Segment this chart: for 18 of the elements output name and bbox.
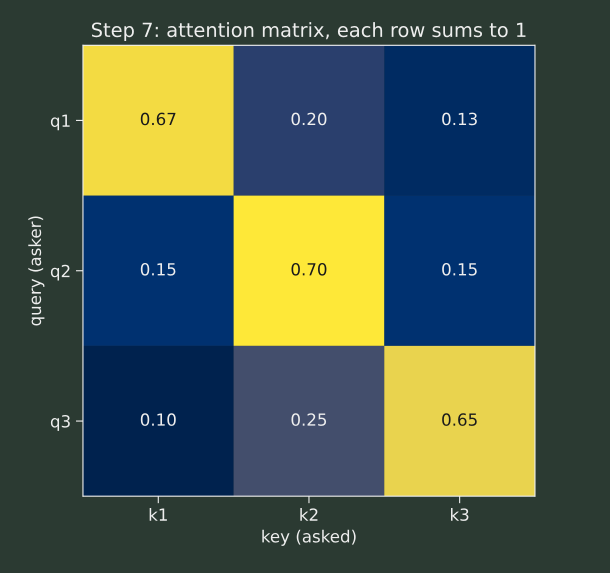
x-axis-title: key (asked) bbox=[262, 530, 356, 546]
y-tick-label: q1 bbox=[50, 114, 70, 130]
x-tick-label: k2 bbox=[300, 508, 318, 521]
chart-title: Step 7: attention matrix, each row sums to 1 bbox=[92, 22, 526, 41]
data-label: 0.13 bbox=[442, 112, 477, 126]
data-label: 0.10 bbox=[140, 413, 176, 426]
y-tick-label: q2 bbox=[50, 264, 70, 281]
data-label: 0.67 bbox=[140, 112, 176, 126]
data-label: 0.20 bbox=[292, 112, 326, 126]
y-axis-title: query (asker) bbox=[28, 216, 44, 326]
x-tick-label: k3 bbox=[451, 508, 468, 521]
data-label: 0.25 bbox=[292, 413, 326, 426]
x-tick-label: k1 bbox=[150, 508, 167, 521]
data-label: 0.15 bbox=[442, 262, 477, 276]
y-tick-label: q3 bbox=[50, 415, 70, 431]
data-label: 0.70 bbox=[292, 262, 326, 276]
data-label: 0.15 bbox=[140, 262, 176, 276]
data-label: 0.65 bbox=[442, 413, 477, 426]
